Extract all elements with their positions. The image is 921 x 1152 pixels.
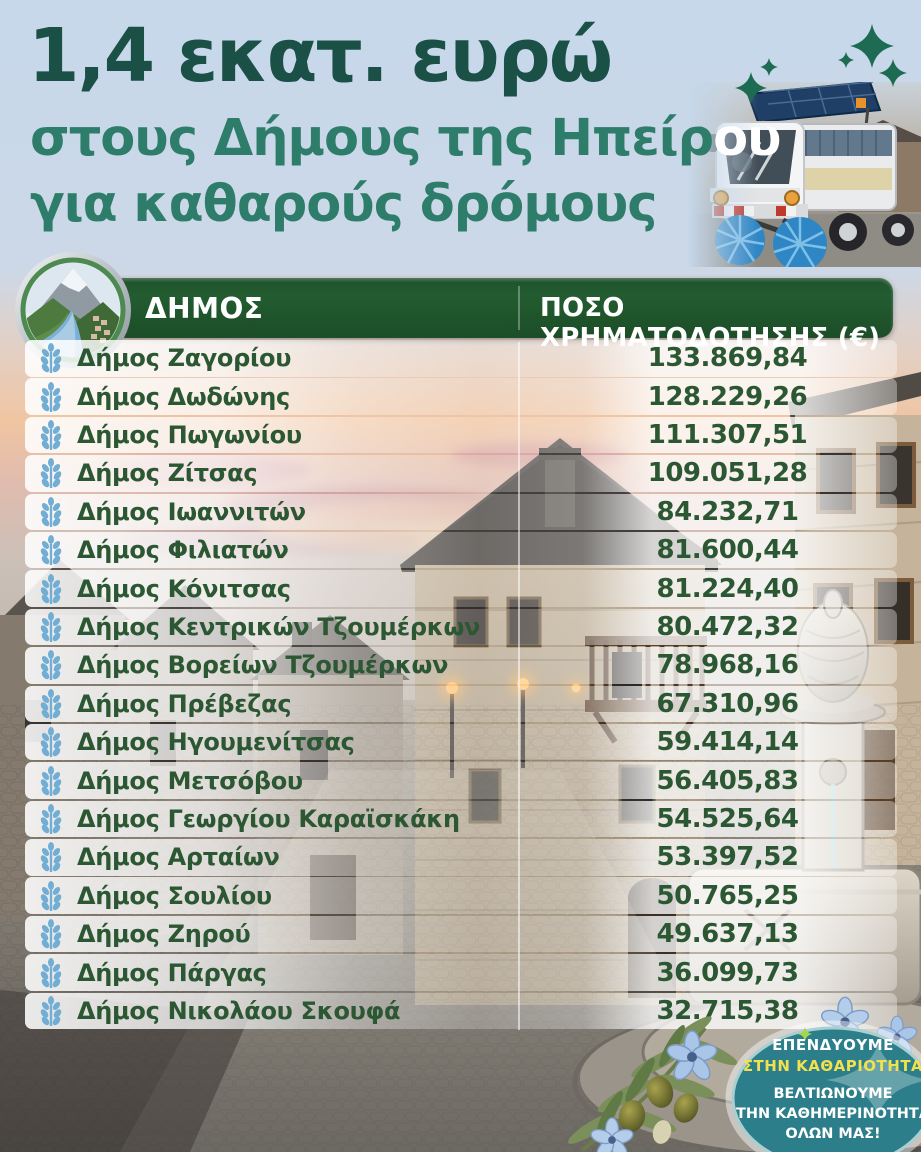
funding-amount: 36.099,73 <box>656 957 799 988</box>
funding-amount: 128.229,26 <box>647 381 808 412</box>
municipality-name: Δήμος Βορείων Τζουμέρκων <box>77 651 449 680</box>
municipality-name: Δήμος Μετσόβου <box>77 766 303 795</box>
wheat-ear-icon <box>40 573 62 604</box>
funding-amount: 80.472,32 <box>656 611 799 642</box>
wheat-ear-icon <box>40 842 62 873</box>
municipality-name: Δήμος Ιωαννιτών <box>77 497 306 526</box>
table-row: Δήμος Ιωαννιτών 84.232,71 <box>25 493 897 531</box>
wheat-ear-icon <box>40 727 62 758</box>
table-row: Δήμος Ηγουμενίτσας 59.414,14 <box>25 723 897 761</box>
badge-line1: ΕΠΕΝΔΥΟΥΜΕ <box>772 1036 894 1054</box>
municipality-name: Δήμος Ζίτσας <box>77 459 258 488</box>
table-row: Δήμος Ζίτσας 109.051,28 <box>25 455 897 492</box>
municipality-name: Δήμος Πρέβεζας <box>77 689 292 718</box>
table-row: Δήμος Γεωργίου Καραϊσκάκη 54.525,64 <box>25 800 897 838</box>
wheat-ear-icon <box>40 611 62 642</box>
municipality-name: Δήμος Πάργας <box>77 958 267 987</box>
wheat-ear-icon <box>40 458 62 489</box>
municipality-name: Δήμος Σουλίου <box>77 881 272 910</box>
title-line2-main: στους Δήμους της Ηπείρ <box>30 109 714 168</box>
table-row: Δήμος Αρταίων 53.397,52 <box>25 839 897 876</box>
table-row: Δήμος Νικολάου Σκουφά 32.715,38 <box>25 992 897 1030</box>
table-row: Δήμος Πωγωνίου 111.307,51 <box>25 416 897 454</box>
badge-line3: ΒΕΛΤΙΩΝΟΥΜΕ <box>773 1085 893 1102</box>
street-sweeper-truck <box>688 82 921 267</box>
header-divider <box>518 286 520 330</box>
funding-amount: 59.414,14 <box>656 727 799 758</box>
title-line1: 1,4 εκατ. ευρώ <box>28 13 613 99</box>
table-row: Δήμος Κεντρικών Τζουμέρκων 80.472,32 <box>25 608 897 646</box>
sparkle-icons <box>735 24 907 104</box>
municipality-name: Δήμος Κεντρικών Τζουμέρκων <box>77 612 481 641</box>
wheat-ear-icon <box>40 995 62 1026</box>
table-row: Δήμος Πρέβεζας 67.310,96 <box>25 685 897 723</box>
municipality-name: Δήμος Κόνιτσας <box>77 574 291 603</box>
table-row: Δήμος Κόνιτσας 81.224,40 <box>25 570 897 607</box>
title-line2: στους Δήμους της Ηπείρου <box>30 109 782 168</box>
municipality-name: Δήμος Ζαγορίου <box>77 344 292 373</box>
table-row: Δήμος Σουλίου 50.765,25 <box>25 877 897 914</box>
table-row: Δήμος Βορείων Τζουμέρκων 78.968,16 <box>25 647 897 684</box>
municipality-name: Δήμος Γεωργίου Καραϊσκάκη <box>77 804 460 833</box>
municipality-name: Δήμος Ζηρού <box>77 920 251 949</box>
funding-amount: 32.715,38 <box>656 995 799 1026</box>
funding-amount: 81.224,40 <box>656 573 799 604</box>
table-row: Δήμος Ζηρού 49.637,13 <box>25 915 897 953</box>
column-header-municipality: ΔΗΜΟΣ <box>145 292 264 325</box>
funding-amount: 78.968,16 <box>656 650 799 681</box>
funding-amount: 53.397,52 <box>656 842 799 873</box>
title-line3: για καθαρούς δρόμους <box>30 175 658 234</box>
municipality-name: Δήμος Αρταίων <box>77 843 280 872</box>
table-row: Δήμος Δωδώνης 128.229,26 <box>25 378 897 415</box>
funding-amount: 56.405,83 <box>656 765 799 796</box>
funding-amount: 50.765,25 <box>656 880 799 911</box>
wheat-ear-icon <box>40 688 62 719</box>
wheat-ear-icon <box>40 765 62 796</box>
wheat-ear-icon <box>40 919 62 950</box>
wheat-ear-icon <box>40 343 62 374</box>
funding-amount: 133.869,84 <box>647 343 808 374</box>
wheat-ear-icon <box>40 420 62 451</box>
funding-amount: 109.051,28 <box>647 458 808 489</box>
municipality-name: Δήμος Δωδώνης <box>77 382 290 411</box>
investment-badge <box>725 1020 921 1152</box>
municipality-name: Δήμος Ηγουμενίτσας <box>77 728 355 757</box>
title-line2-overlap: ου <box>713 109 781 168</box>
table-header: ΔΗΜΟΣ ΠΟΣΟ ΧΡΗΜΑΤΟΔΟΤΗΣΗΣ (€) <box>55 278 893 353</box>
column-divider <box>518 342 520 1030</box>
funding-amount: 84.232,71 <box>656 496 799 527</box>
municipality-name: Δήμος Νικολάου Σκουφά <box>77 996 401 1025</box>
funding-amount: 111.307,51 <box>647 420 808 451</box>
table-row: Δήμος Φιλιατών 81.600,44 <box>25 531 897 569</box>
badge-text: ΕΠΕΝΔΥΟΥΜΕ ΣΤΗΝ ΚΑΘΑΡΙΟΤΗΤΑ ΒΕΛΤΙΩΝΟΥΜΕ … <box>733 1036 921 1143</box>
wheat-ear-icon <box>40 381 62 412</box>
wheat-ear-icon <box>40 803 62 834</box>
wheat-ear-icon <box>40 650 62 681</box>
table-row: Δήμος Μετσόβου 56.405,83 <box>25 762 897 799</box>
municipality-name: Δήμος Φιλιατών <box>77 536 289 565</box>
table-body: Δήμος Ζαγορίου 133.869,84 Δήμος Δωδώνης … <box>25 340 897 1031</box>
wheat-ear-icon <box>40 880 62 911</box>
funding-amount: 67.310,96 <box>656 688 799 719</box>
table-row: Δήμος Ζαγορίου 133.869,84 <box>25 340 897 377</box>
funding-amount: 54.525,64 <box>656 803 799 834</box>
badge-line4: ΤΗΝ ΚΑΘΗΜΕΡΙΝΟΤΗΤΑ <box>735 1105 921 1122</box>
wheat-ear-icon <box>40 957 62 988</box>
table-row: Δήμος Πάργας 36.099,73 <box>25 954 897 991</box>
wheat-ear-icon <box>40 496 62 527</box>
funding-amount: 49.637,13 <box>656 919 799 950</box>
badge-sparkle-icon <box>798 1027 812 1041</box>
badge-line2: ΣΤΗΝ ΚΑΘΑΡΙΟΤΗΤΑ <box>742 1056 921 1075</box>
wheat-ear-icon <box>40 535 62 566</box>
badge-line5: ΟΛΩΝ ΜΑΣ! <box>785 1125 881 1142</box>
municipality-name: Δήμος Πωγωνίου <box>77 421 302 450</box>
funding-amount: 81.600,44 <box>656 535 799 566</box>
